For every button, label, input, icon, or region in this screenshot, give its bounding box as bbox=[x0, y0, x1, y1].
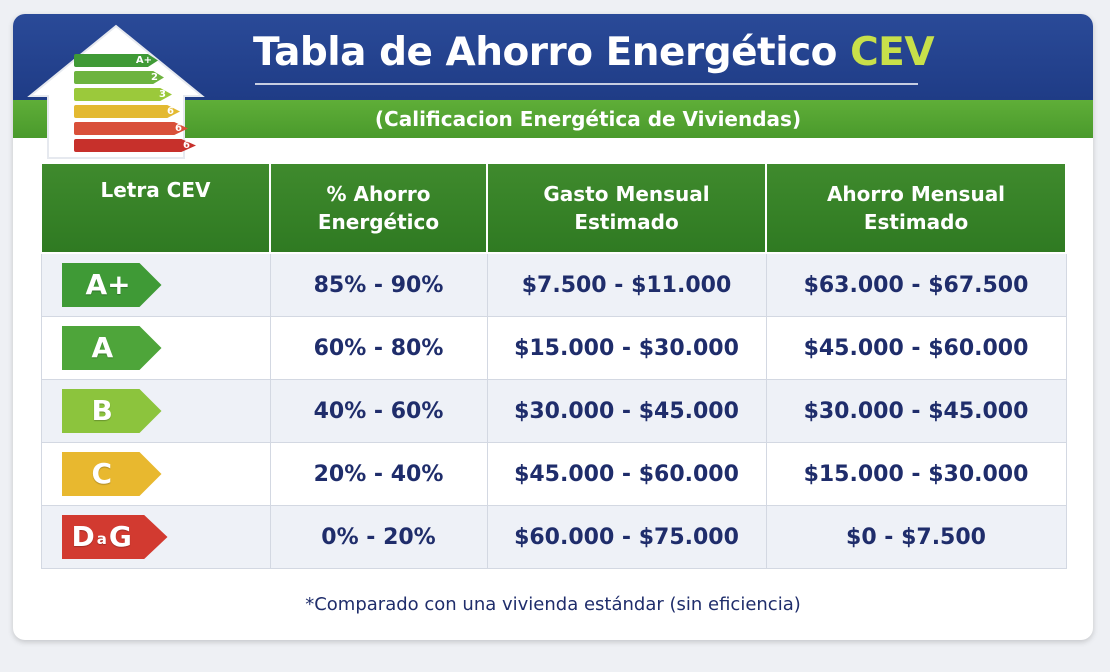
ahorro-mensual-cell: $15.000 - $30.000 bbox=[765, 442, 1067, 506]
footnote: *Comparado con una vivienda estándar (si… bbox=[305, 594, 801, 615]
gasto-cell: $45.000 - $60.000 bbox=[486, 442, 767, 506]
ahorro-mensual-cell: $45.000 - $60.000 bbox=[765, 316, 1067, 380]
letter-cell: A+ bbox=[40, 252, 271, 317]
ahorro-pct-cell: 0% - 20% bbox=[269, 505, 488, 569]
table-row: A 60% - 80% $15.000 - $30.000 $45.000 - … bbox=[40, 316, 1067, 380]
table-row: A+ 85% - 90% $7.500 - $11.000 $63.000 - … bbox=[40, 252, 1067, 317]
logo-bar-3: 3 bbox=[74, 88, 172, 101]
subtitle-banner bbox=[13, 100, 1093, 138]
header-ahorro-pct: % Ahorro Energético bbox=[269, 164, 488, 254]
header-ahorro-mensual: Ahorro Mensual Estimado bbox=[765, 164, 1067, 254]
letter-connector: a bbox=[96, 530, 107, 548]
ahorro-mensual-cell: $30.000 - $45.000 bbox=[765, 379, 1067, 443]
ahorro-pct-cell: 85% - 90% bbox=[269, 252, 488, 317]
logo-bar-6: 6 bbox=[74, 139, 196, 152]
ahorro-mensual-cell: $0 - $7.500 bbox=[765, 505, 1067, 569]
table-row: B 40% - 60% $30.000 - $45.000 $30.000 - … bbox=[40, 379, 1067, 443]
header-banner bbox=[13, 14, 1093, 100]
letter-g: G bbox=[108, 520, 132, 553]
page-subtitle: (Calificacion Energética de Viviendas) bbox=[374, 107, 802, 131]
table-header-row: Letra CEV % Ahorro Energético Gasto Mens… bbox=[40, 164, 1067, 254]
ahorro-mensual-cell: $63.000 - $67.500 bbox=[765, 252, 1067, 317]
title-underline bbox=[255, 83, 918, 85]
gasto-cell: $60.000 - $75.000 bbox=[486, 505, 767, 569]
rating-arrow-c: C bbox=[61, 452, 162, 496]
gasto-cell: $30.000 - $45.000 bbox=[486, 379, 767, 443]
rating-arrow-a: A bbox=[61, 326, 162, 370]
gasto-cell: $15.000 - $30.000 bbox=[486, 316, 767, 380]
logo-bar-5: 6 bbox=[74, 122, 188, 135]
house-energy-rating-logo: A+ 2 3 6 6 6 bbox=[24, 20, 208, 160]
ahorro-pct-cell: 20% - 40% bbox=[269, 442, 488, 506]
table-row: C 20% - 40% $45.000 - $60.000 $15.000 - … bbox=[40, 442, 1067, 506]
gasto-cell: $7.500 - $11.000 bbox=[486, 252, 767, 317]
logo-bar-1: A+ bbox=[74, 54, 158, 67]
letter-cell: B bbox=[40, 379, 271, 443]
energy-savings-card: A+ 2 3 6 6 6 Tabla de Ahorro Energético … bbox=[13, 14, 1093, 640]
logo-bar-2: 2 bbox=[74, 71, 164, 84]
letter-cell: A bbox=[40, 316, 271, 380]
header-letra-cev: Letra CEV bbox=[40, 164, 271, 254]
rating-arrow-b: B bbox=[61, 389, 162, 433]
letter-cell: C bbox=[40, 442, 271, 506]
ahorro-pct-cell: 60% - 80% bbox=[269, 316, 488, 380]
page-title: Tabla de Ahorro Energético CEV bbox=[253, 30, 935, 75]
rating-arrow-a-plus: A+ bbox=[61, 263, 162, 307]
letter-d: D bbox=[71, 520, 95, 553]
logo-bar-4: 6 bbox=[74, 105, 180, 118]
ahorro-pct-cell: 40% - 60% bbox=[269, 379, 488, 443]
header-gasto-mensual: Gasto Mensual Estimado bbox=[486, 164, 767, 254]
title-accent: CEV bbox=[850, 30, 935, 75]
cev-savings-table: Letra CEV % Ahorro Energético Gasto Mens… bbox=[40, 164, 1067, 569]
title-main: Tabla de Ahorro Energético bbox=[253, 30, 837, 75]
